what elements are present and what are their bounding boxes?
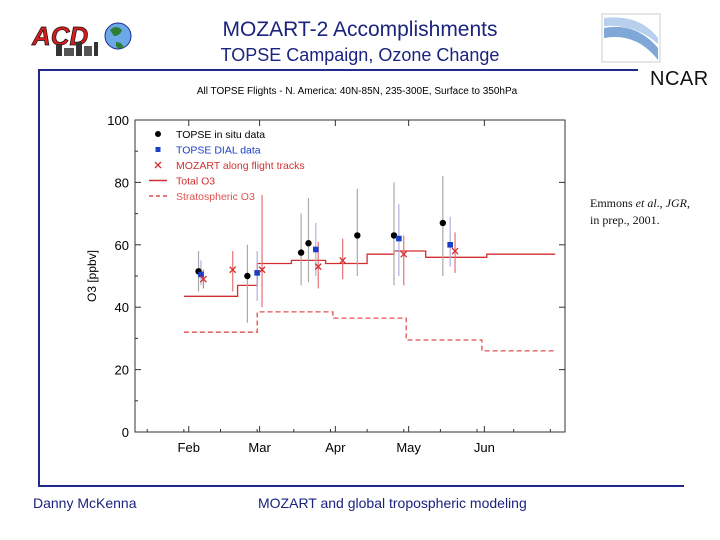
stratospheric-o3-line	[183, 311, 556, 352]
legend-x-marker	[154, 161, 162, 169]
citation-line2: in prep., 2001.	[590, 213, 660, 227]
dial-point	[254, 270, 260, 276]
mozart-point	[199, 275, 207, 283]
citation: Emmons et al., JGR, in prep., 2001.	[590, 195, 718, 229]
legend-label: TOPSE DIAL data	[176, 145, 261, 157]
y-tick-label: 60	[115, 238, 129, 253]
footer-topic: MOZART and global tropospheric modeling	[258, 495, 527, 511]
acd-logo: ACD	[31, 21, 132, 56]
mozart-point	[339, 256, 347, 264]
x-tick-label: May	[396, 440, 421, 455]
footer-author: Danny McKenna	[33, 495, 137, 511]
y-tick-label: 40	[115, 300, 129, 315]
citation-journal: JGR	[665, 196, 687, 210]
x-tick-label: Jun	[474, 440, 495, 455]
y-tick-label: 0	[122, 425, 129, 440]
y-tick-label: 20	[115, 363, 129, 378]
x-tick-label: Apr	[325, 440, 346, 455]
ncar-logo-text: NCAR	[650, 68, 709, 90]
left-rule	[38, 69, 40, 485]
total-o3-line	[183, 250, 556, 297]
insitu-point	[297, 249, 305, 256]
legend-square-marker	[155, 147, 161, 152]
mozart-point	[400, 250, 408, 258]
legend-label: MOZART along flight tracks	[176, 160, 305, 172]
legend-label: Stratospheric O3	[176, 191, 255, 203]
mozart-point	[229, 266, 237, 274]
insitu-point	[244, 272, 251, 280]
mozart-point	[258, 266, 266, 274]
x-tick-label: Feb	[178, 440, 200, 455]
swoosh-logo	[601, 13, 661, 63]
mozart-point	[451, 247, 459, 255]
legend-label: TOPSE in situ data	[176, 129, 265, 141]
citation-lead: Emmons	[590, 196, 636, 210]
insitu-point	[305, 240, 312, 247]
dial-point	[312, 246, 319, 253]
legend-circle-marker	[155, 131, 161, 137]
dial-point	[447, 242, 453, 248]
citation-mid: .,	[656, 196, 666, 210]
footer-rule	[38, 485, 684, 487]
chart-title: All TOPSE Flights - N. America: 40N-85N,…	[197, 86, 518, 97]
dial-point	[198, 271, 204, 278]
insitu-point	[354, 232, 361, 239]
slide-subtitle: TOPSE Campaign, Ozone Change	[220, 45, 500, 65]
mozart-point	[314, 263, 322, 271]
insitu-point	[439, 219, 447, 227]
dial-point	[396, 235, 402, 242]
x-tick-label: Mar	[248, 440, 271, 455]
y-axis-label: O3 [ppbv]	[85, 250, 99, 302]
citation-tail: ,	[687, 196, 690, 210]
acd-logo-text: ACD	[31, 21, 89, 51]
header-rule	[38, 69, 638, 71]
ozone-chart: All TOPSE Flights - N. America: 40N-85N,…	[85, 86, 566, 455]
slide-title: MOZART-2 Accomplishments	[222, 18, 498, 41]
y-tick-label: 100	[107, 113, 129, 128]
y-tick-label: 80	[115, 175, 129, 190]
legend-label: Total O3	[176, 176, 215, 188]
citation-etal: et al	[635, 196, 657, 210]
insitu-point	[390, 232, 398, 239]
